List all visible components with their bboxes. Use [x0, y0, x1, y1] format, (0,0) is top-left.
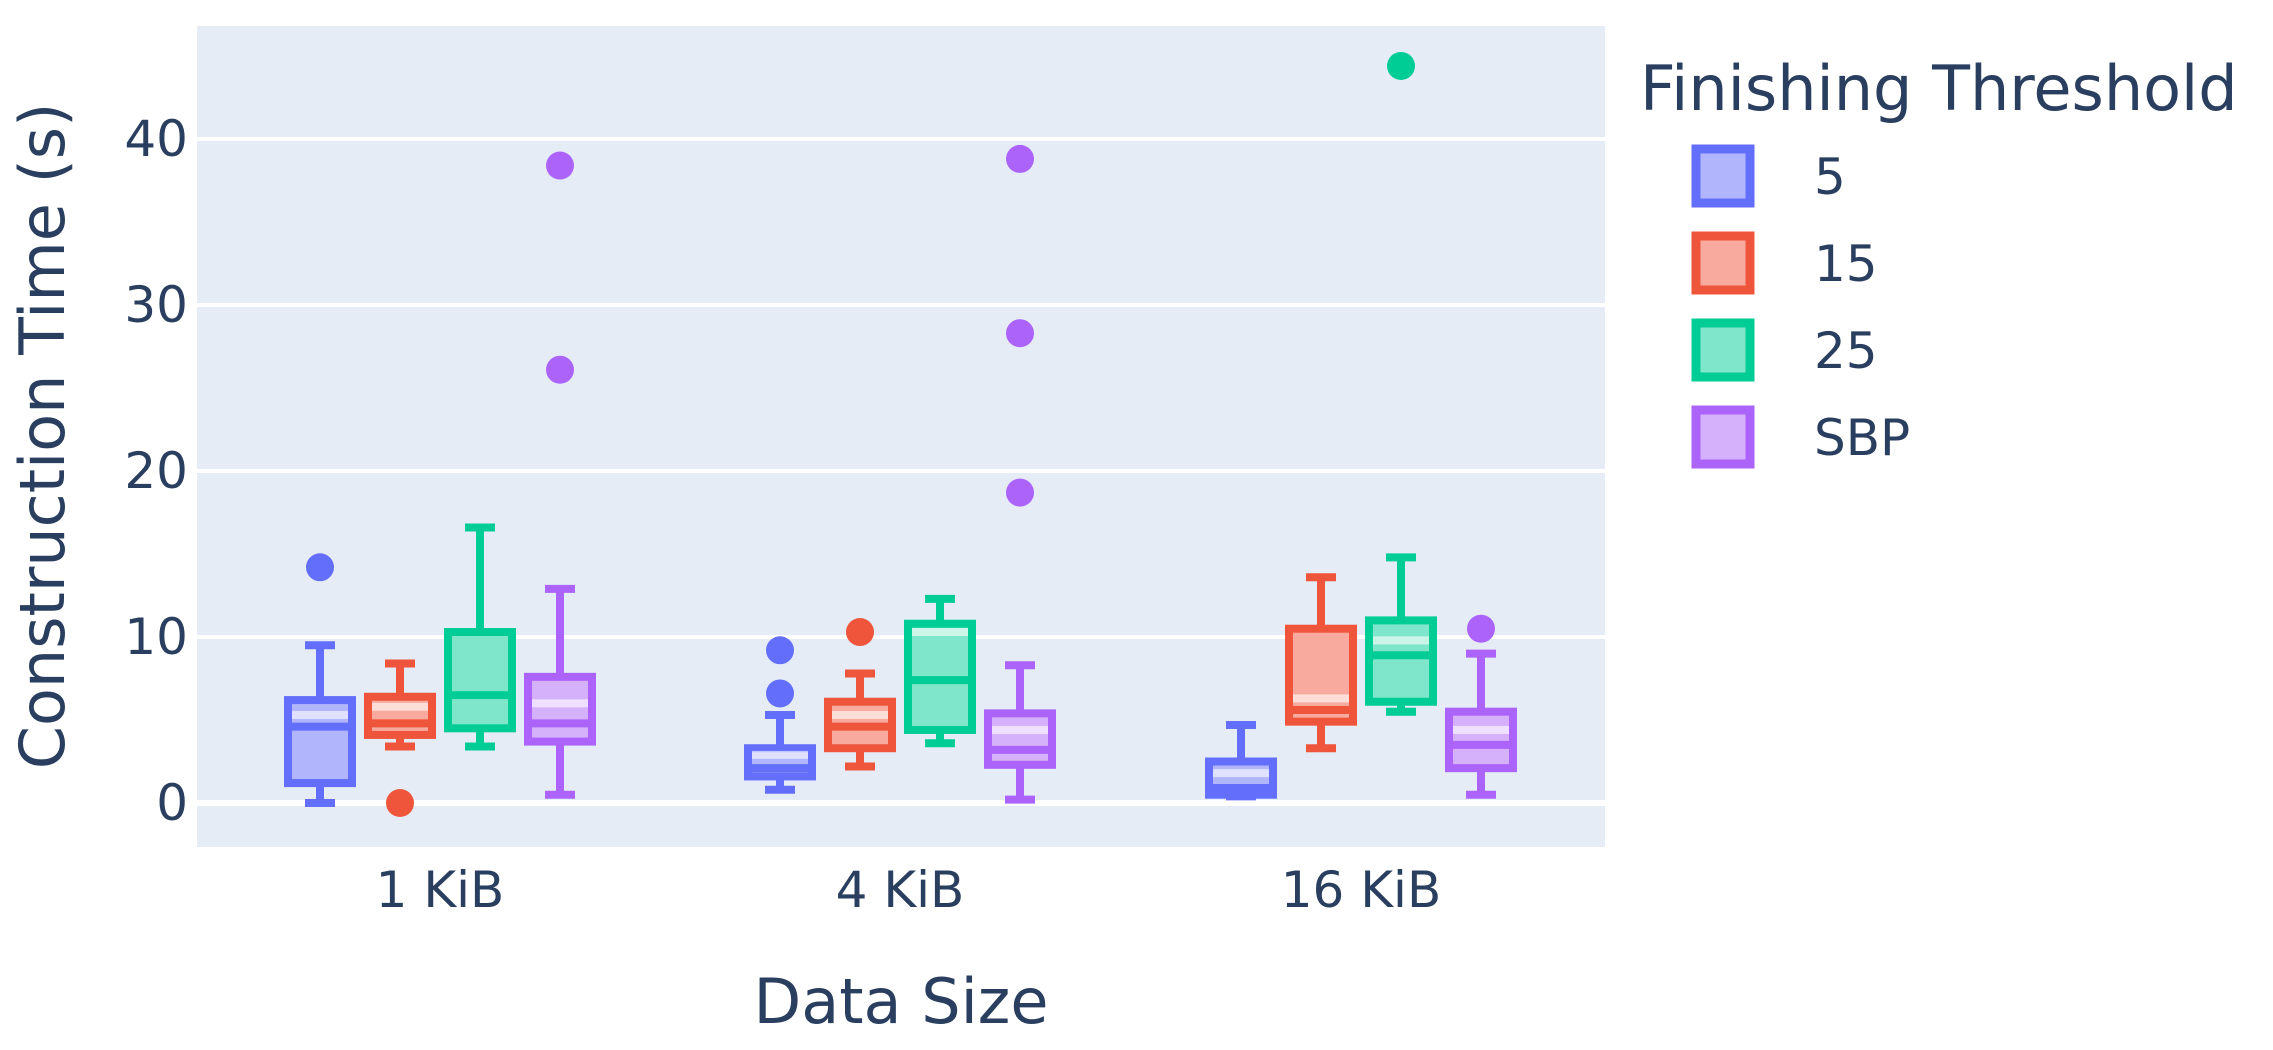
- legend: Finishing Threshold 5 15 25 SBP: [1640, 52, 2238, 469]
- legend-item-5: 5: [1691, 144, 1846, 208]
- legend-label: 5: [1814, 148, 1846, 206]
- y-tick-label: 0: [156, 774, 188, 832]
- box-15-1-KiB: [364, 659, 436, 817]
- legend-item-SBP: SBP: [1691, 405, 1910, 469]
- box-body: [984, 709, 1056, 769]
- box-body: [364, 692, 436, 739]
- x-tick-labels: 1 KiB 4 KiB 16 KiB: [376, 861, 1442, 919]
- box-15-4-KiB: [824, 618, 896, 771]
- legend-swatch: [1691, 405, 1755, 469]
- outlier-point: [546, 151, 574, 180]
- outlier-point: [386, 789, 414, 817]
- outlier-point: [766, 679, 794, 708]
- legend-swatch: [1691, 144, 1755, 208]
- legend-label: 25: [1814, 322, 1878, 380]
- box-body: [1365, 616, 1437, 706]
- y-tick-label: 40: [124, 110, 188, 168]
- box-SBP-16-KiB: [1445, 614, 1517, 799]
- outlier-point: [1387, 51, 1415, 80]
- outlier-point: [546, 355, 574, 384]
- legend-swatch: [1691, 318, 1755, 382]
- outlier-point: [846, 618, 874, 647]
- outlier-point: [1006, 144, 1034, 173]
- outlier-point: [1006, 478, 1034, 507]
- box-5-16-KiB: [1205, 720, 1277, 801]
- x-tick-label: 4 KiB: [836, 861, 965, 919]
- box-layer: [284, 51, 1517, 817]
- box-SBP-4-KiB: [984, 144, 1056, 804]
- box-body: [444, 628, 516, 733]
- y-tick-label: 10: [124, 608, 188, 666]
- box-body: [1445, 707, 1517, 773]
- legend-swatch: [1691, 231, 1755, 295]
- box-25-4-KiB: [904, 594, 976, 748]
- outlier-point: [1006, 319, 1034, 348]
- y-gridlines: [197, 137, 1605, 806]
- y-tick-label: 30: [124, 276, 188, 334]
- box-5-4-KiB: [744, 636, 816, 794]
- legend-item-15: 15: [1691, 231, 1878, 295]
- legend-label: SBP: [1814, 409, 1910, 467]
- x-tick-label: 16 KiB: [1281, 861, 1442, 919]
- box-SBP-1-KiB: [524, 151, 596, 799]
- legend-label: 15: [1814, 235, 1878, 293]
- legend-item-25: 25: [1691, 318, 1878, 382]
- y-tick-labels: 0 10 20 30 40: [124, 110, 188, 832]
- box-25-16-KiB: [1365, 51, 1437, 716]
- outlier-point: [766, 636, 794, 665]
- box-body: [524, 672, 596, 746]
- x-axis-title: Data Size: [753, 965, 1048, 1038]
- box-15-16-KiB: [1285, 573, 1357, 753]
- outlier-point: [306, 553, 334, 582]
- y-axis-title: Construction Time (s): [6, 103, 79, 770]
- box-25-1-KiB: [444, 523, 516, 751]
- box-5-1-KiB: [284, 553, 356, 807]
- y-tick-label: 20: [124, 442, 188, 500]
- legend-title: Finishing Threshold: [1640, 52, 2238, 125]
- outlier-point: [1467, 614, 1495, 643]
- x-tick-label: 1 KiB: [376, 861, 505, 919]
